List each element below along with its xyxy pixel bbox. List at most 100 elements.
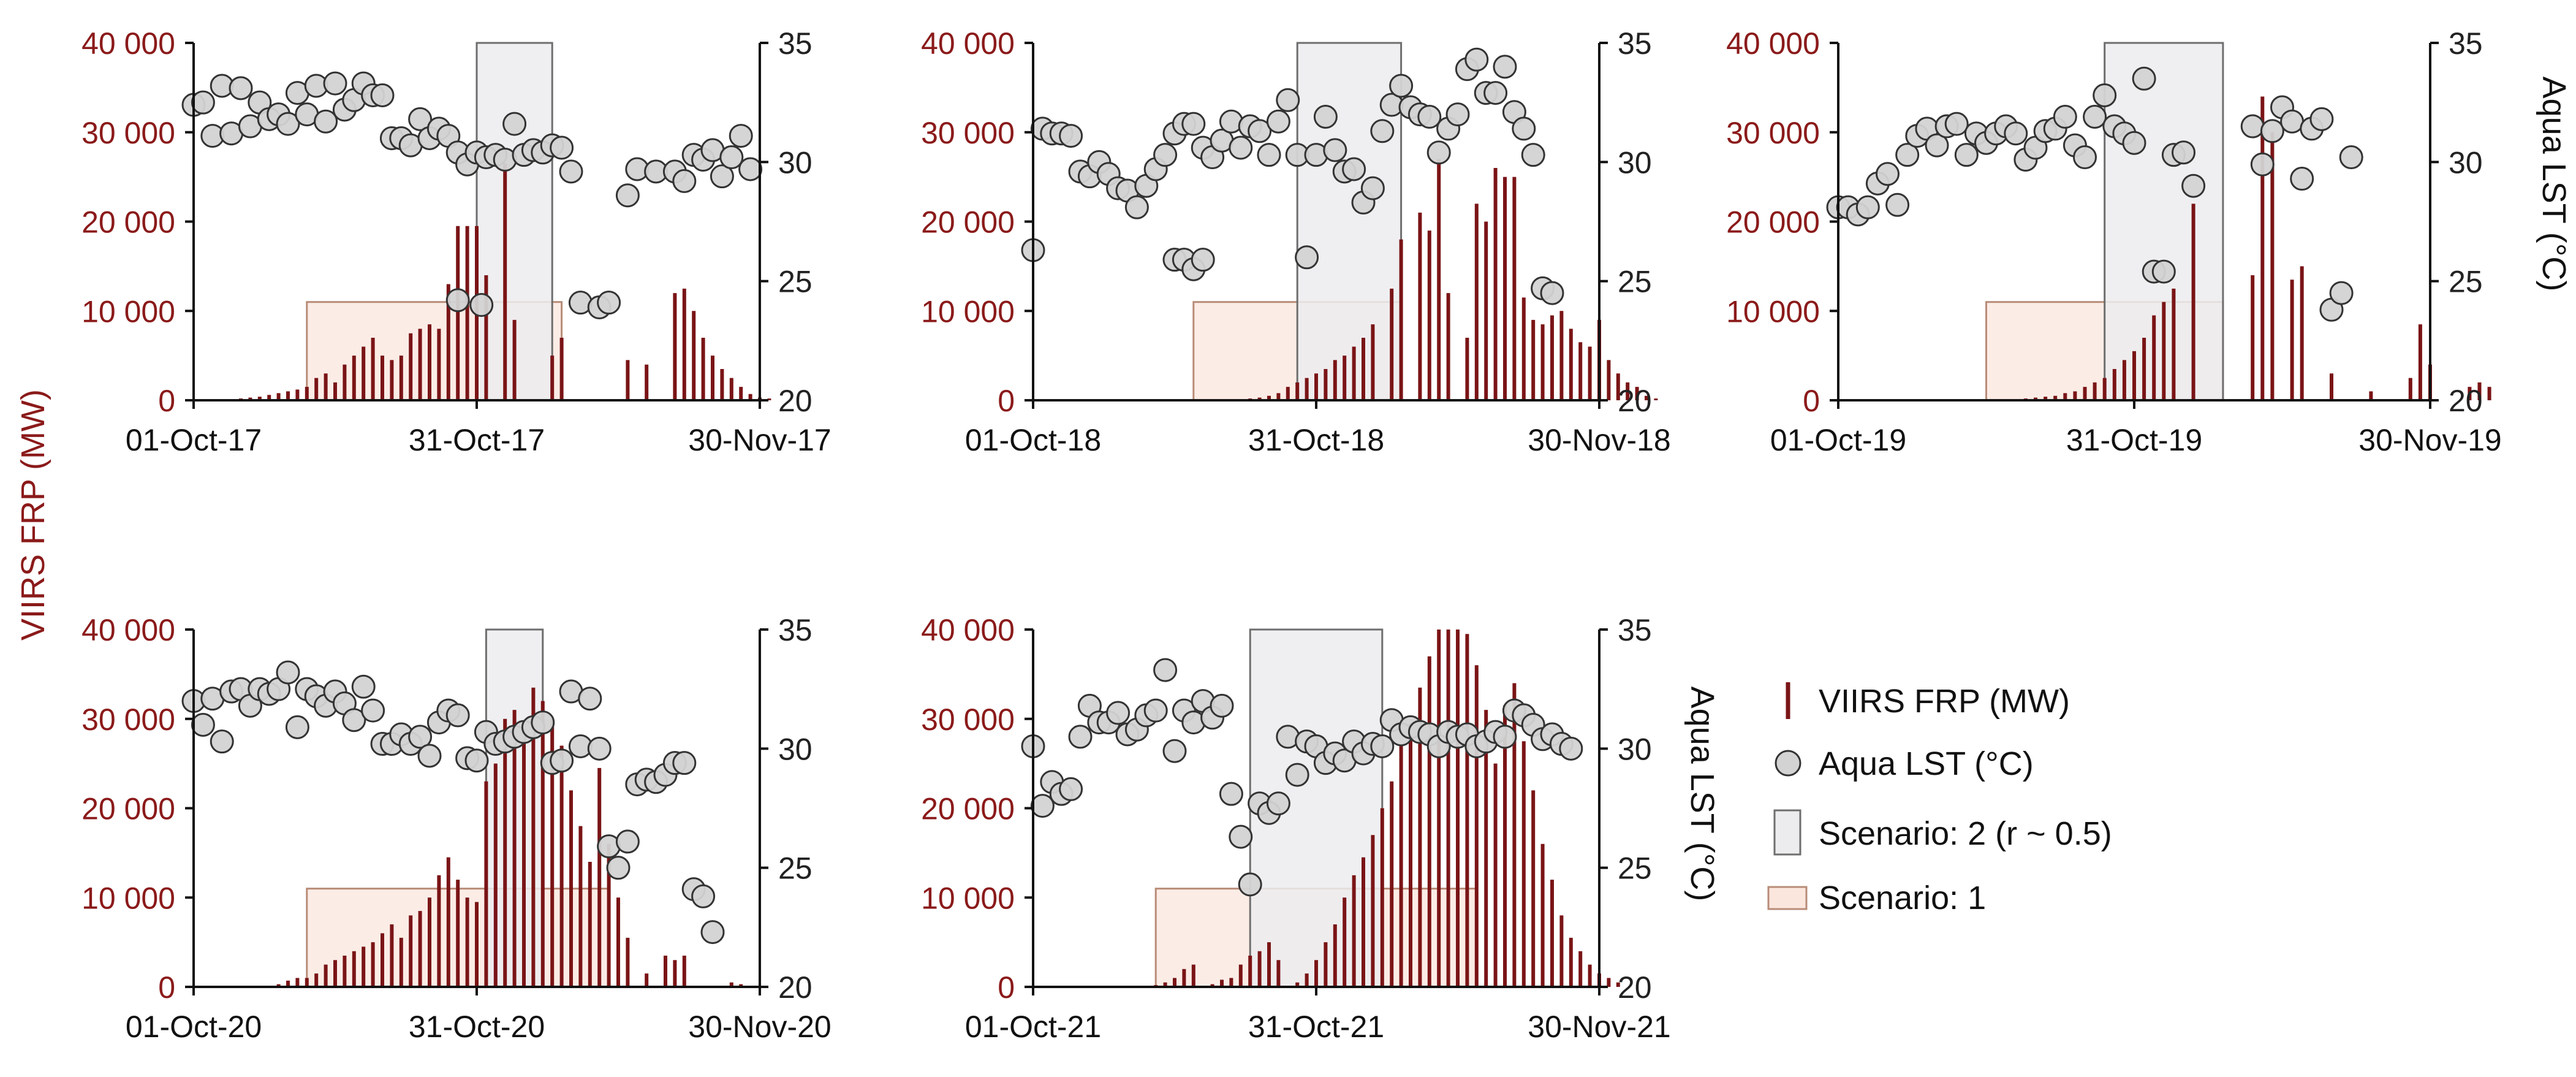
- frp-tick-label: 20 000: [921, 205, 1015, 240]
- lst-point: [672, 169, 697, 193]
- lst-point: [1210, 693, 1234, 718]
- date-tick-label: 01-Oct-21: [965, 1010, 1101, 1044]
- panel-2020: 0 10 000 20 000 30 000 40 000 20 25 30 35 01-Oct-…: [81, 613, 832, 1044]
- frp-tick-label: 30 000: [1726, 116, 1820, 150]
- lst-point: [229, 76, 253, 101]
- lst-point: [1229, 135, 1253, 160]
- lst-point: [1059, 124, 1083, 148]
- lst-point: [615, 183, 640, 208]
- lst-point: [738, 157, 763, 181]
- lst-tick-label: 20: [1618, 970, 1652, 1005]
- lst-point: [1257, 143, 1281, 167]
- lst-point: [587, 736, 612, 761]
- lst-point: [2132, 66, 2156, 91]
- lst-point: [1559, 736, 1583, 761]
- lst-point: [672, 751, 697, 775]
- lst-point: [191, 712, 215, 737]
- lst-point: [1540, 281, 1564, 305]
- lst-point: [2122, 131, 2146, 155]
- date-tick-label: 31-Oct-21: [1248, 1010, 1384, 1044]
- frp-tick-label: 40 000: [81, 26, 175, 61]
- lst-point: [606, 856, 631, 880]
- lst-point: [1944, 112, 1969, 136]
- date-tick-label: 01-Oct-20: [126, 1010, 262, 1044]
- lst-tick-label: 20: [2449, 384, 2483, 418]
- lst-point: [1229, 824, 1253, 849]
- legend-lst-label: Aqua LST (°C): [1819, 745, 2034, 782]
- lst-point: [1954, 143, 1979, 167]
- date-tick-label: 30-Nov-19: [2358, 423, 2501, 457]
- lst-tick-label: 30: [2449, 145, 2483, 180]
- lst-point: [597, 291, 621, 315]
- lst-tick-label: 20: [778, 384, 813, 418]
- lst-point: [2181, 173, 2206, 198]
- frp-tick-label: 0: [1803, 384, 1820, 418]
- lst-tick-label: 35: [1618, 26, 1652, 61]
- panel-2018: 0 10 000 20 000 30 000 40 000 20 25 30 35 01-Oct-…: [921, 26, 1671, 457]
- lst-point: [1030, 794, 1055, 818]
- lst-point: [559, 159, 583, 184]
- lst-point: [2280, 109, 2305, 134]
- lst-point: [700, 920, 725, 945]
- panel-2017: 0 10 000 20 000 30 000 40 000 20 25 30 35 01-Oct-…: [81, 26, 832, 457]
- lst-point: [1248, 119, 1272, 143]
- lst-tick-label: 30: [1618, 732, 1652, 766]
- lst-point: [1153, 658, 1178, 682]
- frp-tick-label: 30 000: [921, 702, 1015, 737]
- date-tick-label: 30-Nov-20: [688, 1010, 831, 1044]
- lst-tick-label: 25: [1618, 851, 1652, 886]
- lst-point: [351, 674, 376, 699]
- lst-point: [1512, 116, 1536, 141]
- lst-point: [2083, 104, 2107, 129]
- lst-tick-label: 35: [778, 26, 813, 61]
- lst-point: [1153, 143, 1178, 167]
- lst-point: [1370, 734, 1395, 758]
- lst-point: [615, 829, 640, 854]
- frp-tick-label: 0: [158, 384, 175, 418]
- frp-tick-label: 40 000: [1726, 26, 1820, 61]
- lst-point: [1389, 74, 1414, 98]
- lst-point: [1895, 143, 1920, 167]
- date-tick-label: 30-Nov-18: [1528, 423, 1670, 457]
- lst-tick-label: 30: [1618, 145, 1652, 180]
- lst-tick-label: 30: [778, 145, 813, 180]
- lst-point: [1493, 725, 1517, 749]
- lst-tick-label: 20: [1618, 384, 1652, 418]
- lst-point: [276, 660, 300, 685]
- legend-scenario2-label: Scenario: 2 (r ~ 0.5): [1819, 815, 2112, 852]
- lst-point: [719, 145, 744, 170]
- lst-point: [1124, 195, 1149, 219]
- lst-point: [2260, 119, 2284, 143]
- lst-point: [1059, 777, 1083, 801]
- date-tick-label: 31-Oct-19: [2066, 423, 2202, 457]
- lst-point: [1521, 143, 1545, 167]
- date-tick-label: 30-Nov-21: [1528, 1010, 1670, 1044]
- frp-tick-label: 30 000: [921, 116, 1015, 150]
- lst-point: [1295, 245, 1319, 270]
- lst-point: [2329, 281, 2354, 305]
- date-tick-label: 30-Nov-17: [688, 423, 831, 457]
- frp-tick-label: 40 000: [921, 613, 1015, 647]
- lst-point: [2073, 145, 2097, 170]
- lst-point: [1162, 739, 1187, 763]
- frp-tick-label: 20 000: [921, 792, 1015, 826]
- lst-point: [1219, 782, 1243, 806]
- date-tick-label: 01-Oct-17: [126, 423, 262, 457]
- frp-tick-label: 10 000: [81, 294, 175, 329]
- frp-tick-label: 30 000: [81, 116, 175, 150]
- lst-tick-label: 30: [778, 732, 813, 766]
- lst-point: [342, 708, 366, 733]
- lst-point: [1464, 47, 1489, 72]
- frp-axis-title: VIIRS FRP (MW): [15, 389, 51, 641]
- frp-tick-label: 40 000: [921, 26, 1015, 61]
- lst-point: [2240, 114, 2265, 139]
- lst-point: [1855, 195, 1880, 219]
- lst-tick-label: 35: [778, 613, 813, 647]
- lst-point: [1106, 701, 1131, 725]
- lst-point: [1445, 102, 1470, 127]
- lst-point: [2250, 152, 2275, 177]
- lst-point: [1483, 81, 1508, 105]
- lst-point: [408, 107, 433, 131]
- legend-frp-label: VIIRS FRP (MW): [1819, 683, 2070, 720]
- frp-tick-label: 20 000: [1726, 205, 1820, 240]
